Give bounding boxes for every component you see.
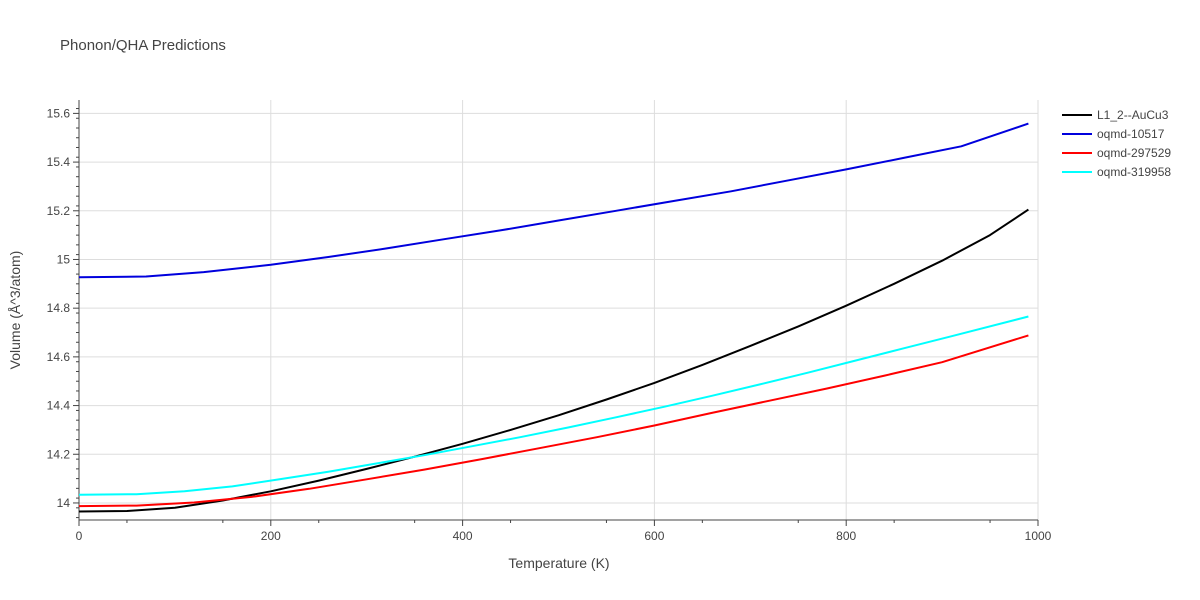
y-tick-label: 14.6: [47, 350, 71, 364]
legend-item-L1_2--AuCu3[interactable]: L1_2--AuCu3: [1062, 108, 1169, 122]
y-tick-label: 14.8: [47, 301, 71, 315]
legend-item-oqmd-10517[interactable]: oqmd-10517: [1062, 127, 1165, 141]
legend-label: oqmd-297529: [1097, 146, 1171, 160]
legend-label: oqmd-10517: [1097, 127, 1165, 141]
chart-title: Phonon/QHA Predictions: [60, 37, 226, 54]
x-tick-label: 400: [453, 529, 473, 543]
series-line-L1_2--AuCu3[interactable]: [78, 208, 1029, 513]
x-tick-label: 800: [836, 529, 856, 543]
y-tick-label: 15: [57, 252, 71, 266]
x-tick-label: 0: [76, 529, 83, 543]
y-tick-label: 14: [57, 496, 71, 510]
x-tick-label: 1000: [1025, 529, 1052, 543]
y-tick-label: 14.4: [47, 399, 71, 413]
legend[interactable]: L1_2--AuCu3 oqmd-10517 oqmd-297529 oqmd-319…: [1062, 108, 1171, 179]
y-tick-label: 14.2: [47, 447, 71, 461]
legend-item-oqmd-319958[interactable]: oqmd-319958: [1062, 165, 1171, 179]
y-axis-title: Volume (Å^3/atom): [7, 251, 23, 370]
series-line-oqmd-10517[interactable]: [78, 122, 1029, 279]
x-tick-label: 200: [261, 529, 281, 543]
legend-label: L1_2--AuCu3: [1097, 108, 1169, 122]
x-tick-label: 600: [644, 529, 664, 543]
legend-label: oqmd-319958: [1097, 165, 1171, 179]
grid-layer: [79, 100, 1039, 520]
y-tick-label: 15.4: [47, 155, 71, 169]
series-line-oqmd-297529[interactable]: [78, 334, 1029, 508]
x-axis-title: Temperature (K): [508, 555, 609, 571]
y-tick-label: 15.6: [47, 106, 71, 120]
axes-layer: 0 200 400 600 800 1000 14 14.2 14.4 14.6 14.8 15 15.…: [47, 100, 1052, 543]
series-line-oqmd-319958[interactable]: [78, 315, 1029, 496]
y-tick-label: 15.2: [47, 204, 71, 218]
series-layer: [78, 122, 1029, 513]
legend-item-oqmd-297529[interactable]: oqmd-297529: [1062, 146, 1171, 160]
